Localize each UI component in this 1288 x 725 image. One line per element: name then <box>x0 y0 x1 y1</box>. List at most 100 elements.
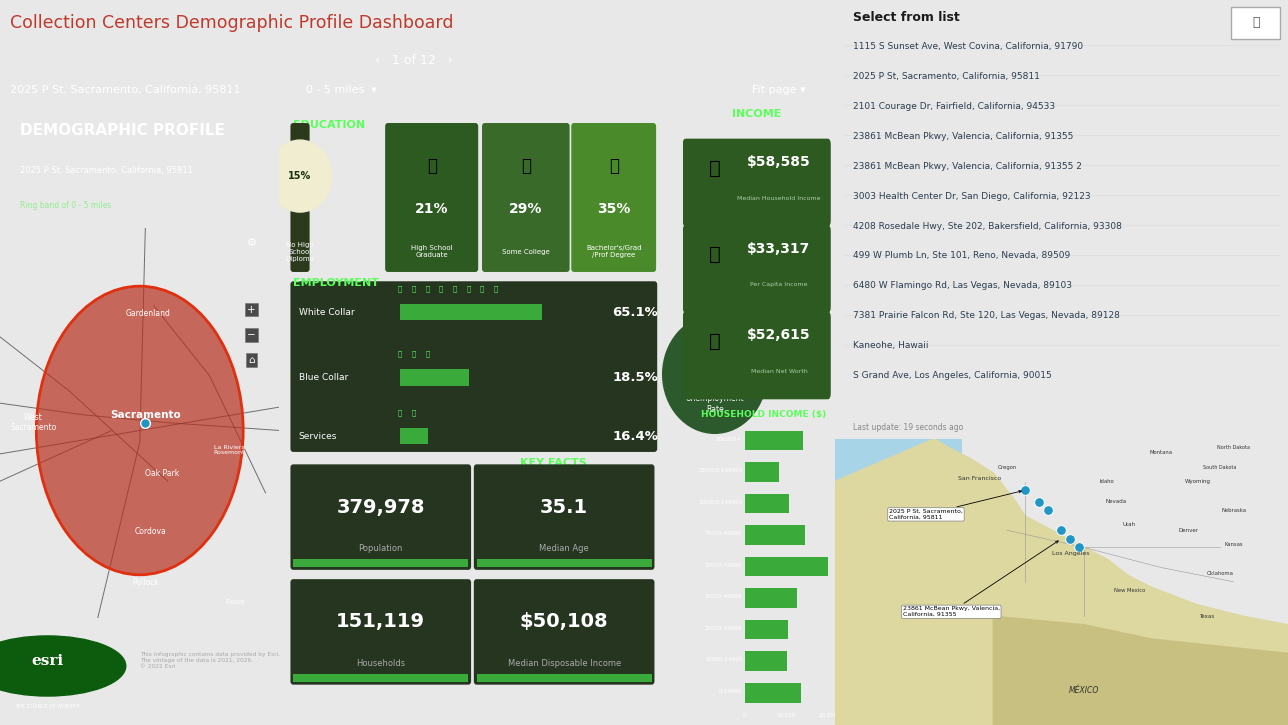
Polygon shape <box>835 439 1288 725</box>
Text: 2101 Courage Dr, Fairfield, California, 94533: 2101 Courage Dr, Fairfield, California, … <box>853 102 1055 111</box>
Text: 15000-24999: 15000-24999 <box>705 658 742 663</box>
Bar <box>835 439 962 725</box>
Text: White Collar: White Collar <box>299 308 354 317</box>
Text: 🚶: 🚶 <box>466 286 470 292</box>
Text: Idaho: Idaho <box>1100 479 1114 484</box>
Text: 🚶: 🚶 <box>398 286 402 292</box>
Text: 65.1%: 65.1% <box>612 306 658 319</box>
Text: 29%: 29% <box>509 202 542 216</box>
Text: 🚶: 🚶 <box>480 286 484 292</box>
Text: 151,119: 151,119 <box>336 613 425 631</box>
Text: $33,317: $33,317 <box>747 242 810 256</box>
Circle shape <box>36 286 243 575</box>
FancyBboxPatch shape <box>474 579 654 684</box>
Text: New Mexico: New Mexico <box>1114 588 1145 593</box>
Text: No High
School
Diploma: No High School Diploma <box>286 241 314 262</box>
Text: Median Age: Median Age <box>540 544 589 553</box>
Text: 🚶: 🚶 <box>425 286 429 292</box>
Text: Oregon: Oregon <box>997 465 1016 470</box>
Text: 9.5%: 9.5% <box>694 355 735 370</box>
Polygon shape <box>993 616 1288 725</box>
FancyBboxPatch shape <box>290 281 657 452</box>
Text: 100000-149999: 100000-149999 <box>698 500 742 505</box>
Text: 499 W Plumb Ln, Ste 101, Reno, Nevada, 89509: 499 W Plumb Ln, Ste 101, Reno, Nevada, 8… <box>853 252 1070 260</box>
Bar <box>399 428 428 444</box>
Text: Kaneohe, Hawaii: Kaneohe, Hawaii <box>853 341 929 350</box>
Text: THE SCIENCE OF WHERE®: THE SCIENCE OF WHERE® <box>15 704 80 709</box>
Text: Sacramento: Sacramento <box>109 410 180 420</box>
Text: MÉXICO: MÉXICO <box>1069 686 1099 695</box>
Text: esri: esri <box>31 654 63 668</box>
Text: 🚶: 🚶 <box>411 286 416 292</box>
Text: 18.5%: 18.5% <box>612 371 658 384</box>
FancyBboxPatch shape <box>290 464 471 570</box>
Text: INCOME: INCOME <box>732 109 782 119</box>
Text: 20,000: 20,000 <box>818 713 837 718</box>
Text: $58,585: $58,585 <box>747 155 810 170</box>
Text: La Riviera
Rosemont: La Riviera Rosemont <box>214 444 245 455</box>
Bar <box>399 370 469 386</box>
Text: Cordova: Cordova <box>135 527 167 536</box>
Text: 379,978: 379,978 <box>336 497 425 517</box>
Text: West
Sacramento: West Sacramento <box>10 413 57 432</box>
Bar <box>477 559 652 567</box>
Text: 15%: 15% <box>289 171 312 181</box>
Text: 10,000: 10,000 <box>777 713 796 718</box>
Text: 50000-74999: 50000-74999 <box>705 563 742 568</box>
FancyBboxPatch shape <box>290 579 471 684</box>
Text: 23861 McBean Pkwy, Valencia,
California, 91355: 23861 McBean Pkwy, Valencia, California,… <box>903 541 1059 617</box>
Text: 7381 Prairie Falcon Rd, Ste 120, Las Vegas, Nevada, 89128: 7381 Prairie Falcon Rd, Ste 120, Las Veg… <box>853 312 1119 320</box>
Text: Gardenland: Gardenland <box>126 309 170 318</box>
Text: 75000-99999: 75000-99999 <box>705 531 742 536</box>
Text: Blue Collar: Blue Collar <box>299 373 348 382</box>
Bar <box>744 651 787 671</box>
Bar <box>399 304 542 320</box>
Text: 0: 0 <box>743 713 747 718</box>
Text: ⌂: ⌂ <box>249 355 255 365</box>
Text: 🚶: 🚶 <box>398 351 402 357</box>
Text: Median Household Income: Median Household Income <box>737 196 820 201</box>
Text: EMPLOYMENT: EMPLOYMENT <box>294 278 379 288</box>
Text: 21%: 21% <box>415 202 448 216</box>
Text: Collection Centers Demographic Profile Dashboard: Collection Centers Demographic Profile D… <box>10 14 453 32</box>
Text: 2025 P St, Sacramento, California, 95811: 2025 P St, Sacramento, California, 95811 <box>10 85 241 94</box>
Bar <box>477 674 652 681</box>
FancyBboxPatch shape <box>482 123 569 272</box>
Text: 🎓: 🎓 <box>520 157 531 175</box>
Text: Wyoming: Wyoming <box>1185 479 1211 484</box>
Text: ‹   1 of 12   ›: ‹ 1 of 12 › <box>375 54 452 67</box>
Text: Oklahoma: Oklahoma <box>1207 571 1234 576</box>
FancyBboxPatch shape <box>474 464 654 570</box>
Bar <box>744 525 805 544</box>
Text: Ring band of 0 - 5 miles: Ring band of 0 - 5 miles <box>19 201 111 210</box>
Text: 🎓: 🎓 <box>426 157 437 175</box>
Text: EDUCATION: EDUCATION <box>294 120 366 130</box>
FancyBboxPatch shape <box>385 123 478 272</box>
Text: 2025 P St, Sacramento, California, 95811: 2025 P St, Sacramento, California, 95811 <box>853 72 1039 80</box>
Text: KEY FACTS: KEY FACTS <box>520 458 586 468</box>
Text: 1115 S Sunset Ave, West Covina, California, 91790: 1115 S Sunset Ave, West Covina, Californ… <box>853 41 1083 51</box>
Bar <box>294 674 469 681</box>
Text: 3003 Health Center Dr, San Diego, California, 92123: 3003 Health Center Dr, San Diego, Califo… <box>853 191 1091 201</box>
Text: Population: Population <box>358 544 403 553</box>
Text: 🚶: 🚶 <box>398 410 402 416</box>
Text: Some College: Some College <box>502 249 550 254</box>
Text: 35%: 35% <box>598 202 630 216</box>
Text: 🎓: 🎓 <box>609 157 618 175</box>
Text: $50,108: $50,108 <box>520 613 608 631</box>
Text: 🚶: 🚶 <box>439 286 443 292</box>
Text: 35.1: 35.1 <box>540 497 589 517</box>
Text: 23861 McBean Pkwy, Valencia, California, 91355: 23861 McBean Pkwy, Valencia, California,… <box>853 132 1073 141</box>
Text: −: − <box>247 330 256 340</box>
Bar <box>744 683 801 703</box>
Bar <box>744 588 797 608</box>
Text: Kansas: Kansas <box>1225 542 1243 547</box>
Bar <box>744 557 828 576</box>
Text: +: + <box>247 304 256 315</box>
Text: DEMOGRAPHIC PROFILE: DEMOGRAPHIC PROFILE <box>19 123 224 138</box>
Text: $52,615: $52,615 <box>747 328 810 342</box>
Bar <box>1231 7 1280 39</box>
Text: 16.4%: 16.4% <box>612 430 658 443</box>
Text: ⧉: ⧉ <box>1252 17 1260 29</box>
Text: 0 - 5 miles  ▾: 0 - 5 miles ▾ <box>307 85 377 94</box>
